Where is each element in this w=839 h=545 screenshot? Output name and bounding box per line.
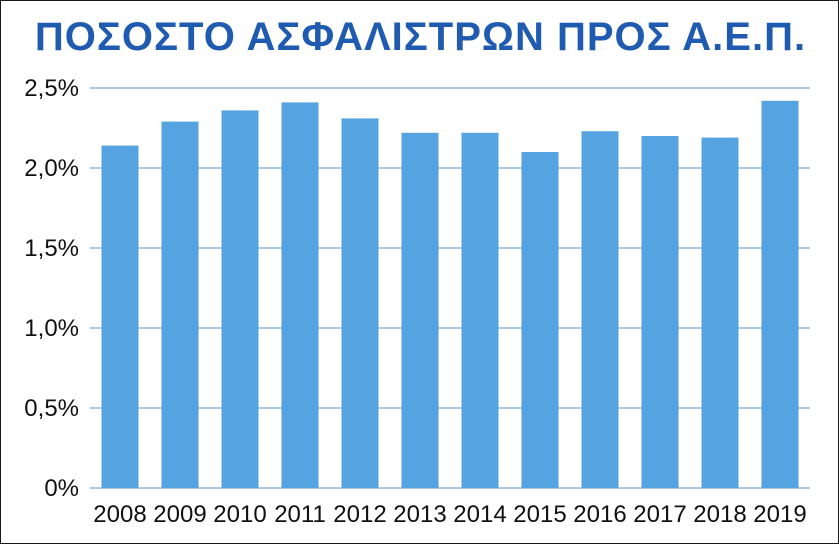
bar (221, 110, 259, 489)
bar (641, 136, 679, 488)
bar-layer (101, 100, 799, 489)
x-axis-ticks: 2008 2009 2010 2011 2012 2013 2014 2015 2016 2017… (93, 501, 806, 528)
chart-title: ΠΟΣΟΣΤΟ ΑΣΦΑΛΙΣΤΡΩΝ ΠΡΟΣ Α.Ε.Π. (34, 15, 807, 59)
x-tick-label: 2019 (753, 501, 806, 528)
bar (581, 131, 619, 488)
y-tick-label: 1,0% (24, 315, 79, 342)
bar (701, 137, 739, 488)
y-axis-ticks: 0% 0,5% 1,0% 1,5% 2,0% 2,5% (24, 75, 79, 502)
x-tick-label: 2012 (333, 501, 386, 528)
y-tick-label: 1,5% (24, 235, 79, 262)
bar (521, 152, 559, 488)
bar (161, 121, 199, 488)
x-tick-label: 2016 (573, 501, 626, 528)
y-tick-label: 0% (44, 475, 79, 502)
x-tick-label: 2018 (693, 501, 746, 528)
bar (341, 118, 379, 489)
y-tick-label: 0,5% (24, 395, 79, 422)
x-tick-label: 2008 (93, 501, 146, 528)
bar (761, 100, 799, 489)
x-tick-label: 2015 (513, 501, 566, 528)
bar (101, 145, 139, 488)
bar (401, 132, 439, 489)
grid-layer (90, 87, 810, 489)
bar (281, 102, 319, 489)
y-tick-label: 2,0% (24, 155, 79, 182)
x-tick-label: 2014 (453, 501, 506, 528)
x-tick-label: 2009 (153, 501, 206, 528)
x-tick-label: 2013 (393, 501, 446, 528)
x-tick-label: 2011 (274, 501, 326, 528)
x-tick-label: 2010 (213, 501, 266, 528)
y-tick-label: 2,5% (24, 75, 79, 102)
bar (461, 132, 499, 489)
x-tick-label: 2017 (633, 501, 686, 528)
